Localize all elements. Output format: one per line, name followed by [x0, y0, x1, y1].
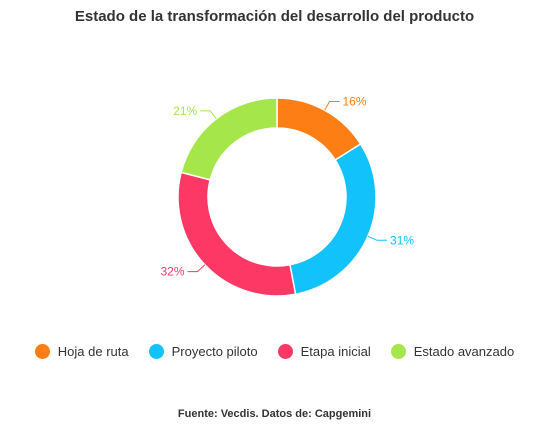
legend-item-hoja-de-ruta[interactable]: Hoja de ruta: [34, 344, 129, 359]
label-connector: [367, 235, 388, 241]
data-label: 32%: [161, 265, 185, 279]
data-label: 16%: [343, 94, 367, 108]
label-connector: [200, 110, 217, 120]
legend-label: Hoja de ruta: [57, 344, 129, 359]
data-label: 31%: [390, 233, 414, 247]
legend-label: Estado avanzado: [413, 344, 515, 359]
label-connector: [187, 264, 206, 273]
legend-label: Proyecto piloto: [171, 344, 258, 359]
donut-chart: 16% 31% 32% 21%: [161, 94, 414, 297]
legend-item-etapa-inicial[interactable]: Etapa inicial: [277, 344, 371, 359]
legend-item-proyecto-piloto[interactable]: Proyecto piloto: [148, 344, 258, 359]
legend-label: Etapa inicial: [300, 344, 371, 359]
legend-marker: [390, 344, 406, 359]
chart-title: Estado de la transformación del desarrol…: [74, 8, 475, 25]
label-connector: [324, 100, 340, 111]
source-note: Fuente: Vecdis. Datos de: Capgemini: [177, 408, 372, 420]
slice-etapa-inicial[interactable]: [177, 171, 297, 297]
slice-proyecto-piloto[interactable]: [289, 142, 377, 296]
legend-marker: [34, 344, 50, 359]
legend-item-estado-avanzado[interactable]: Estado avanzado: [390, 344, 515, 359]
data-label: 21%: [173, 104, 197, 118]
legend: Hoja de ruta Proyecto piloto Etapa inici…: [0, 344, 549, 359]
legend-marker: [277, 344, 293, 359]
slice-estado-avanzado[interactable]: [180, 97, 278, 181]
legend-marker: [148, 344, 164, 359]
